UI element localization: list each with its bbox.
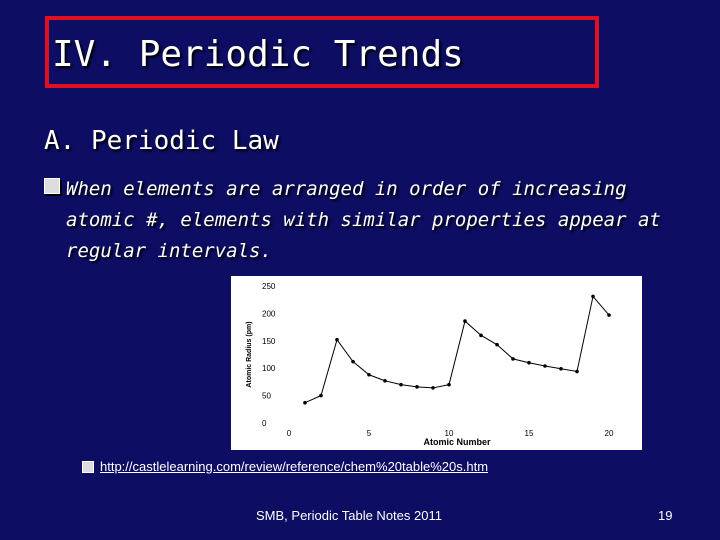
- bullet-icon: [44, 178, 60, 194]
- y-tick-label: 50: [262, 392, 271, 401]
- slide-title: IV. Periodic Trends: [52, 34, 464, 75]
- data-point: [431, 386, 435, 390]
- data-point: [479, 333, 483, 338]
- bullet-line-2: atomic #, elements with similar properti…: [66, 209, 661, 231]
- x-axis-label: Atomic Number: [423, 437, 491, 447]
- series-line: [304, 295, 610, 404]
- data-point: [575, 369, 579, 374]
- chart-svg: 0 50 100 150 200 250 0 5 10 15 20 Atomic Radius (pm…: [246, 282, 614, 447]
- data-point: [447, 382, 451, 387]
- data-point: [351, 359, 355, 364]
- x-tick-label: 20: [605, 429, 614, 438]
- reference-link[interactable]: http://castlelearning.com/review/referen…: [100, 459, 489, 474]
- data-point: [367, 372, 371, 377]
- x-tick-label: 10: [445, 429, 454, 438]
- data-point: [591, 294, 595, 299]
- data-point: [543, 364, 547, 368]
- data-point: [399, 382, 403, 387]
- y-tick-label: 150: [262, 337, 276, 346]
- y-axis-label: Atomic Radius (pm): [246, 321, 253, 387]
- slide-number: 19: [658, 508, 673, 523]
- data-point: [463, 319, 467, 323]
- data-point: [415, 385, 419, 389]
- data-point: [527, 360, 531, 365]
- x-tick-label: 5: [367, 429, 372, 438]
- bullet-icon: [82, 461, 94, 473]
- x-tick-label: 0: [287, 429, 292, 438]
- y-tick-label: 100: [262, 364, 276, 373]
- x-tick-label: 15: [525, 429, 534, 438]
- bullet-text: When elements are arranged in order of i…: [66, 174, 706, 267]
- y-tick-label: 0: [262, 419, 267, 428]
- subheading: A. Periodic Law: [44, 126, 279, 156]
- data-point: [495, 342, 499, 347]
- data-point: [607, 313, 611, 317]
- title-frame: [45, 16, 599, 88]
- data-point: [335, 337, 339, 342]
- data-point: [559, 366, 563, 371]
- data-point: [383, 379, 387, 383]
- y-tick-label: 200: [262, 309, 276, 318]
- data-point: [303, 400, 307, 405]
- data-point: [319, 393, 323, 398]
- y-tick-label: 250: [262, 282, 276, 291]
- bullet-line-1: When elements are arranged in order of i…: [66, 178, 627, 200]
- data-point: [511, 357, 515, 361]
- bullet-line-3: regular intervals.: [66, 240, 272, 262]
- footer-text: SMB, Periodic Table Notes 2011: [256, 508, 442, 523]
- atomic-radius-chart: 0 50 100 150 200 250 0 5 10 15 20 Atomic Radius (pm…: [231, 276, 642, 450]
